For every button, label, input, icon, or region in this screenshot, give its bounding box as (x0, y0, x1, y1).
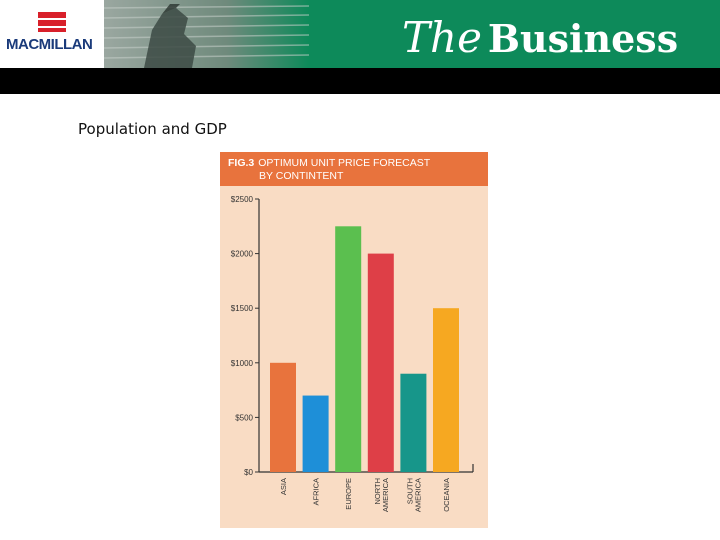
bar-europe (335, 226, 362, 472)
bar-africa (302, 395, 329, 472)
bar-oceania (433, 308, 459, 472)
figure-title-line2: BY CONTINTENT (259, 170, 344, 182)
figure-title: FIG.3 OPTIMUM UNIT PRICE FORECAST BY CONTI… (228, 157, 483, 183)
category-label: SOUTHAMERICA (405, 478, 422, 512)
figure-number: FIG.3 (228, 157, 255, 169)
header-divider-bar (0, 68, 720, 94)
y-tick-label: $1500 (231, 304, 254, 313)
publisher-logo: MACMILLAN (0, 0, 104, 68)
y-tick-label: $500 (235, 413, 253, 422)
category-label: AFRICA (312, 478, 321, 506)
category-label: ASIA (279, 478, 288, 495)
slide-header: MACMILLAN The Business (0, 0, 720, 68)
slide-subtitle: Population and GDP (78, 120, 227, 138)
y-tick-label: $2000 (231, 250, 254, 259)
category-label: EUROPE (344, 478, 353, 510)
publisher-logo-icon (38, 12, 66, 32)
bar-south-america (400, 373, 427, 472)
y-tick-label: $1000 (231, 359, 254, 368)
bar-chart: $0 $500 $1000 $1500 $2000 $2500 ASIA AFRICA EURO… (231, 195, 474, 512)
header-photo (104, 0, 309, 68)
category-label: OCEANIA (442, 478, 451, 512)
book-title-business: Business (487, 16, 679, 61)
book-title-the: The (402, 13, 482, 62)
book-title: The Business (402, 14, 678, 63)
figure-header: FIG.3 OPTIMUM UNIT PRICE FORECAST BY CONTI… (220, 152, 488, 186)
y-tick-label: $0 (244, 468, 253, 477)
figure-title-line1: OPTIMUM UNIT PRICE FORECAST (258, 157, 431, 169)
bar-asia (270, 362, 296, 472)
bar-north-america (367, 253, 394, 472)
y-tick-label: $2500 (231, 195, 254, 204)
figure-panel: FIG.3 OPTIMUM UNIT PRICE FORECAST BY CONTI… (220, 152, 488, 528)
publisher-name: MACMILLAN (6, 36, 93, 53)
category-label: NORTHAMERICA (373, 478, 390, 512)
